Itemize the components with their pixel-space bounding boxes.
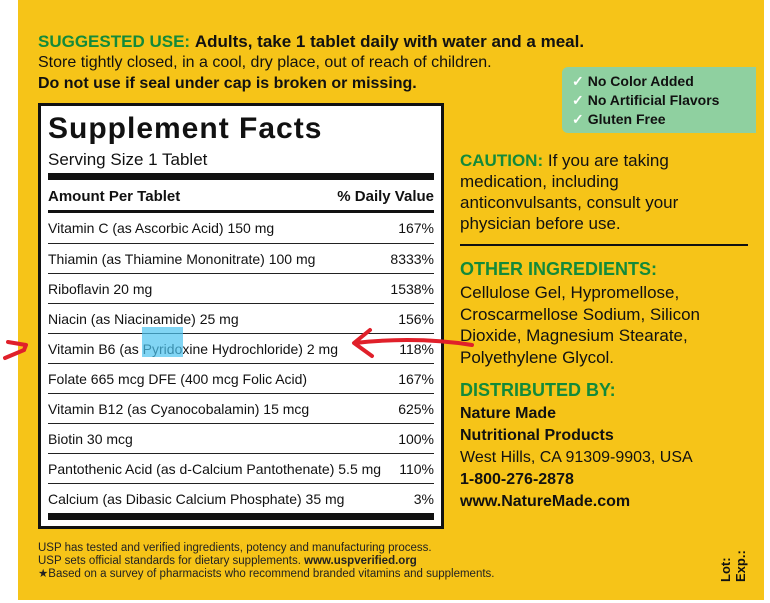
- suggested-use-text: Adults, take 1 tablet daily with water a…: [194, 32, 585, 51]
- red-arrow-left: [3, 340, 28, 360]
- facts-row: Folate 665 mcg DFE (400 mcg Folic Acid) 1…: [48, 363, 434, 394]
- header-dv: % Daily Value: [337, 187, 434, 205]
- warning: Do not use if seal under cap is broken o…: [38, 75, 417, 92]
- distributor-line: www.NatureMade.com: [460, 493, 631, 510]
- badge-text: Gluten Free: [587, 111, 666, 127]
- daily-value: 167%: [398, 220, 434, 236]
- rule: [48, 513, 434, 520]
- facts-title: Supplement Facts: [48, 112, 323, 145]
- nutrient: Riboflavin 20 mg: [48, 281, 153, 297]
- distributor-line: Nature Made: [460, 405, 557, 422]
- nutrient: Pantothenic Acid (as d-Calcium Pantothen…: [48, 461, 382, 477]
- nutrient: Calcium (as Dibasic Calcium Phosphate) 3…: [48, 491, 345, 507]
- badge: ✓ No Color Added: [572, 72, 756, 91]
- suggested-use: SUGGESTED USE: Adults, take 1 tablet dai…: [38, 32, 584, 52]
- facts-row: Vitamin B12 (as Cyanocobalamin) 15 mcg 62…: [48, 393, 434, 424]
- divider: [460, 244, 748, 246]
- daily-value: 1538%: [390, 281, 434, 297]
- daily-value: 8333%: [390, 251, 434, 267]
- nutrient: Thiamin (as Thiamine Mononitrate) 100 mg: [48, 251, 316, 267]
- footer-line: USP sets official standards for dietary …: [38, 555, 495, 568]
- nutrient: Vitamin B12 (as Cyanocobalamin) 15 mcg: [48, 401, 310, 417]
- nutrient: Vitamin C (as Ascorbic Acid) 150 mg: [48, 220, 275, 236]
- nutrient: Folate 665 mcg DFE (400 mcg Folic Acid): [48, 371, 308, 387]
- footer-url: www.uspverified.org: [304, 555, 417, 567]
- other-heading: OTHER INGREDIENTS:: [460, 259, 658, 279]
- badge-panel: ✓ No Color Added ✓ No Artificial Flavors ✓ Gl…: [562, 67, 756, 133]
- check-icon: ✓: [572, 111, 584, 127]
- caution: CAUTION: If you are taking medication, i…: [460, 150, 710, 234]
- caution-text: If you are taking medication, including …: [460, 151, 679, 233]
- footer-line: ★Based on a survey of pharmacists who re…: [38, 568, 495, 580]
- other-text: Cellulose Gel, Hypromellose, Croscarmell…: [460, 283, 700, 367]
- facts-row: Vitamin C (as Ascorbic Acid) 150 mg 167%: [48, 213, 434, 243]
- header-amount: Amount Per Tablet: [48, 187, 181, 205]
- storage: Store tightly closed, in a cool, dry pla…: [38, 54, 492, 71]
- facts-row: Calcium (as Dibasic Calcium Phosphate) 3…: [48, 483, 434, 514]
- distributor-line: West Hills, CA 91309-9903, USA: [460, 449, 693, 466]
- daily-value: 156%: [398, 311, 434, 327]
- nutrient: Vitamin B6 (as Pyridoxine Hydrochloride)…: [48, 341, 338, 357]
- facts-row: Thiamin (as Thiamine Mononitrate) 100 mg…: [48, 243, 434, 274]
- badge: ✓ Gluten Free: [572, 110, 756, 129]
- daily-value: 118%: [399, 341, 434, 357]
- distributor-line: 1-800-276-2878: [460, 471, 574, 488]
- daily-value: 167%: [398, 371, 434, 387]
- facts-row: Niacin (as Niacinamide) 25 mg 156%: [48, 303, 434, 334]
- badge-text: No Artificial Flavors: [587, 92, 720, 108]
- daily-value: 3%: [413, 491, 434, 507]
- caution-label: CAUTION:: [460, 151, 544, 170]
- check-icon: ✓: [572, 73, 584, 89]
- facts-row: Pantothenic Acid (as d-Calcium Pantothen…: [48, 453, 434, 484]
- rule: [48, 210, 434, 213]
- distributed-lines: Nature Made Nutritional Products West Hill…: [460, 403, 693, 513]
- badge: ✓ No Artificial Flavors: [572, 91, 756, 110]
- rule: [48, 173, 434, 180]
- daily-value: 100%: [398, 431, 434, 447]
- supplement-facts: Supplement Facts Serving Size 1 Tablet A…: [38, 103, 444, 529]
- facts-header: Amount Per Tablet % Daily Value: [48, 182, 434, 210]
- nutrient: Biotin 30 mcg: [48, 431, 133, 447]
- daily-value: 625%: [398, 401, 434, 417]
- distributed-heading: DISTRIBUTED BY:: [460, 380, 616, 400]
- red-arrow-right: [352, 328, 474, 358]
- suggested-use-label: SUGGESTED USE:: [38, 32, 191, 51]
- distributor-line: Nutritional Products: [460, 427, 614, 444]
- footer-line: USP has tested and verified ingredients,…: [38, 542, 432, 554]
- footer: USP has tested and verified ingredients,…: [38, 542, 495, 581]
- facts-row: Vitamin B6 (as Pyridoxine Hydrochloride)…: [48, 333, 434, 364]
- daily-value: 110%: [399, 461, 434, 477]
- serving-size: Serving Size 1 Tablet: [48, 150, 208, 169]
- facts-row: Biotin 30 mcg 100%: [48, 423, 434, 454]
- facts-row: Riboflavin 20 mg 1538%: [48, 273, 434, 304]
- nutrient: Niacin (as Niacinamide) 25 mg: [48, 311, 239, 327]
- highlight: [142, 327, 183, 357]
- footer-text: USP sets official standards for dietary …: [38, 555, 301, 567]
- badge-text: No Color Added: [587, 73, 694, 89]
- check-icon: ✓: [572, 92, 584, 108]
